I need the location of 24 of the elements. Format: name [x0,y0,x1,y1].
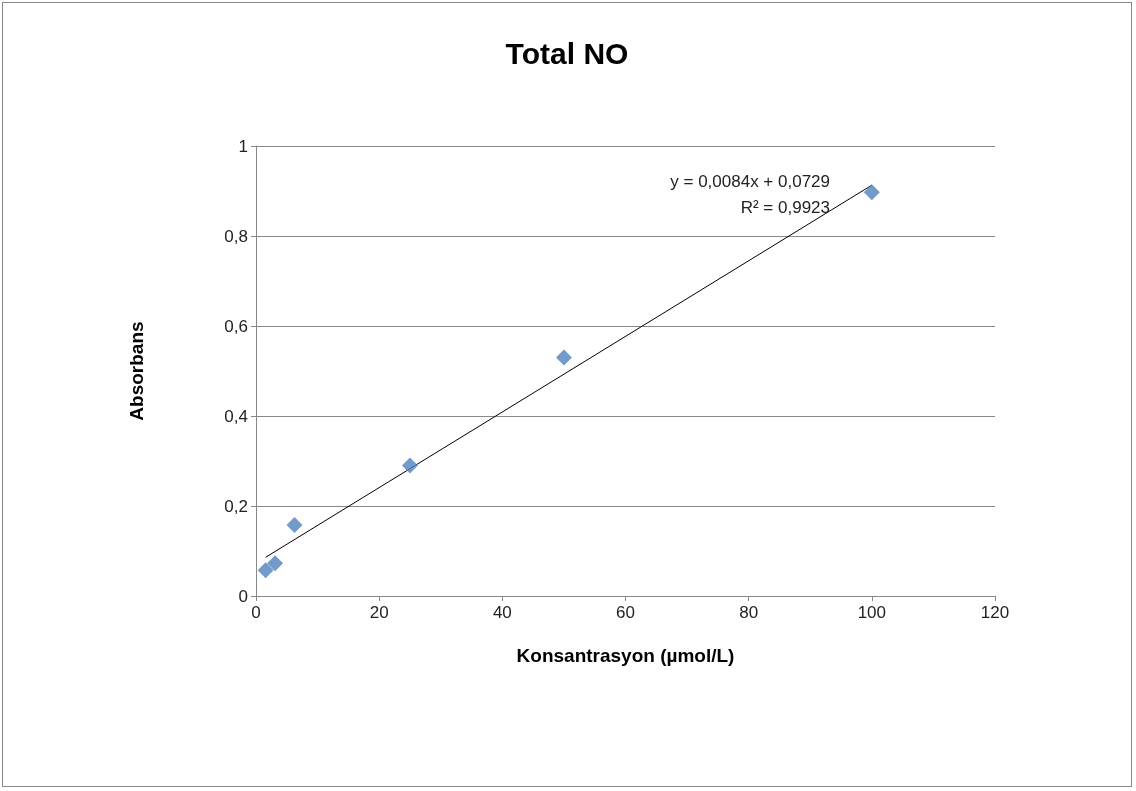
y-tick-label: 0,2 [224,496,248,516]
point [401,457,418,474]
x-axis-title: Konsantrasyon (µmol/L) [516,645,735,666]
x-tick-label: 40 [492,603,512,622]
point [286,516,303,533]
x-tick-label: 20 [369,603,389,622]
x-tick-label: 80 [739,603,759,622]
x-tick-label: 0 [251,603,261,622]
annotation: y = 0,0084x + 0,0729 [670,172,831,191]
x-tick-label: 120 [980,603,1010,622]
y-tick-label: 0,6 [224,316,248,336]
y-tick-label: 0,4 [224,406,248,426]
chart-title: Total NO [505,36,629,70]
point [555,349,572,366]
x-tick-label: 60 [616,603,635,622]
y-tick-label: 1 [238,136,248,156]
annotation: R² = 0,9923 [740,198,830,217]
y-tick-label: 0,8 [224,226,248,246]
point [267,555,284,572]
point [863,184,880,201]
y-tick-label: 0 [238,586,248,606]
point [257,562,274,579]
x-tick-label: 100 [857,603,887,622]
y-axis-title: Absorbans [126,321,147,421]
